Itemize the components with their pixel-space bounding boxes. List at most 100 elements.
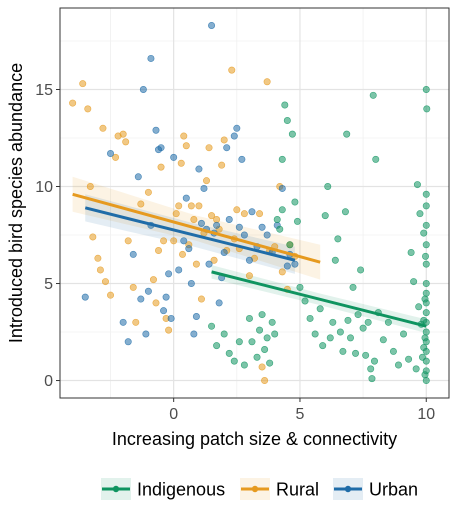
data-point-urban xyxy=(195,165,203,173)
data-point-indigenous xyxy=(248,338,256,346)
data-point-indigenous xyxy=(334,235,342,243)
data-point-rural xyxy=(152,299,160,307)
data-point-indigenous xyxy=(278,206,286,214)
data-point-rural xyxy=(256,210,264,218)
data-point-indigenous xyxy=(422,367,430,375)
data-point-urban xyxy=(215,299,223,307)
data-point-rural xyxy=(233,206,241,214)
data-point-urban xyxy=(139,85,147,93)
data-point-urban xyxy=(278,184,286,192)
data-point-rural xyxy=(182,142,190,150)
data-point-rural xyxy=(220,136,228,144)
data-point-urban xyxy=(129,250,137,258)
data-point-indigenous xyxy=(311,330,319,338)
data-point-indigenous xyxy=(321,212,329,220)
data-point-indigenous xyxy=(324,183,332,191)
data-point-indigenous xyxy=(420,344,428,352)
data-point-indigenous xyxy=(422,241,430,249)
x-tick-label: 0 xyxy=(169,406,178,423)
data-point-urban xyxy=(144,287,152,295)
data-point-indigenous xyxy=(256,326,264,334)
legend-key-point-indigenous xyxy=(112,485,120,493)
data-point-indigenous xyxy=(422,252,430,260)
data-point-urban xyxy=(291,260,299,268)
data-point-urban xyxy=(205,260,213,268)
data-point-indigenous xyxy=(319,342,327,350)
data-point-rural xyxy=(101,278,109,286)
data-point-indigenous xyxy=(362,351,370,359)
data-point-indigenous xyxy=(271,330,279,338)
data-point-indigenous xyxy=(352,349,360,357)
data-point-indigenous xyxy=(253,353,261,361)
data-point-urban xyxy=(134,173,142,181)
data-point-indigenous xyxy=(240,361,248,369)
data-point-urban xyxy=(197,219,205,227)
data-point-rural xyxy=(155,247,163,255)
data-point-indigenous xyxy=(421,334,429,342)
data-point-indigenous xyxy=(416,210,424,218)
data-point-rural xyxy=(205,144,213,152)
data-point-rural xyxy=(258,363,266,371)
legend-label-rural: Rural xyxy=(276,480,319,500)
legend-label-indigenous: Indigenous xyxy=(137,480,225,500)
data-point-urban xyxy=(185,245,193,253)
data-point-rural xyxy=(245,272,253,280)
data-point-rural xyxy=(210,256,218,264)
trend-line-layer xyxy=(72,192,427,328)
data-point-indigenous xyxy=(422,260,430,268)
data-point-indigenous xyxy=(359,324,367,332)
data-point-indigenous xyxy=(364,318,372,326)
data-point-indigenous xyxy=(213,342,221,350)
data-point-indigenous xyxy=(286,241,294,249)
data-point-urban xyxy=(180,237,188,245)
data-point-indigenous xyxy=(422,280,430,288)
data-point-urban xyxy=(248,208,256,216)
data-point-rural xyxy=(89,233,97,241)
data-point-indigenous xyxy=(349,283,357,291)
data-point-urban xyxy=(220,248,228,256)
data-point-urban xyxy=(187,280,195,288)
data-point-indigenous xyxy=(422,289,430,297)
data-point-rural xyxy=(112,153,120,161)
data-point-urban xyxy=(137,295,145,303)
x-tick-label: 10 xyxy=(417,406,435,423)
data-point-urban xyxy=(81,293,89,301)
data-point-rural xyxy=(124,237,132,245)
data-point-rural xyxy=(203,177,211,185)
data-point-urban xyxy=(119,318,127,326)
legend-key-point-urban xyxy=(344,485,352,493)
data-point-indigenous xyxy=(422,190,430,198)
data-point-indigenous xyxy=(326,334,334,342)
legend: Indigenous Rural Urban xyxy=(101,478,418,500)
data-point-indigenous xyxy=(258,311,266,319)
x-tick-label: 5 xyxy=(296,406,305,423)
data-point-indigenous xyxy=(306,314,314,322)
data-point-indigenous xyxy=(379,336,387,344)
data-point-indigenous xyxy=(235,338,243,346)
data-point-urban xyxy=(258,223,266,231)
data-point-indigenous xyxy=(423,105,431,113)
data-point-urban xyxy=(107,150,115,158)
data-point-urban xyxy=(124,338,132,346)
data-point-urban xyxy=(200,184,208,192)
data-point-rural xyxy=(149,276,157,284)
data-point-indigenous xyxy=(329,318,337,326)
panel-border xyxy=(59,7,450,399)
data-point-indigenous xyxy=(208,322,216,330)
trend-line-urban xyxy=(84,206,296,262)
data-point-rural xyxy=(263,78,271,86)
data-point-urban xyxy=(152,126,160,134)
data-point-urban xyxy=(157,144,165,152)
y-tick-label: 15 xyxy=(35,82,53,99)
data-point-indigenous xyxy=(343,130,351,138)
data-point-indigenous xyxy=(278,155,286,163)
data-point-rural xyxy=(137,200,145,208)
data-point-indigenous xyxy=(283,117,291,125)
data-point-indigenous xyxy=(384,318,392,326)
tick-layer: 0 5 10 0 5 10 15 xyxy=(35,82,435,423)
data-point-rural xyxy=(172,210,180,218)
data-point-urban xyxy=(175,266,183,274)
data-point-rural xyxy=(119,130,127,138)
